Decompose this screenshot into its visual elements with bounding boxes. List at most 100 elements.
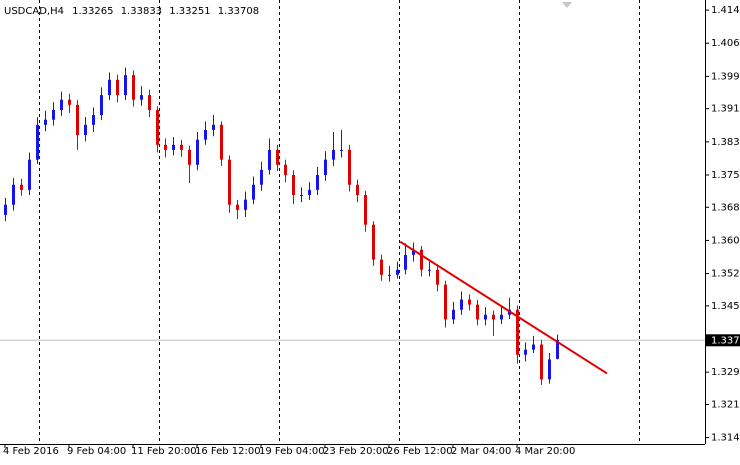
candle-body [356,184,359,195]
candle-body [436,269,439,285]
candle-body [524,349,527,355]
candle-body [500,314,503,320]
x-tick-label: 16 Feb 12:00 [195,446,261,457]
candle-body [220,124,223,160]
candle-body [388,274,391,276]
candle-body [484,314,487,320]
last-price-label: 1.3370 [711,335,740,346]
candle-body [468,299,471,305]
candle-body [364,194,367,225]
candle-body [292,174,295,195]
candle-body [332,149,335,160]
candle-body [180,144,183,150]
y-tick-label: 1.3915 [711,104,740,115]
candle-body [284,164,287,175]
chart-header: USDCAD,H4 1.33265 1.33833 1.33251 1.3370… [4,6,259,17]
candle-body [196,139,199,165]
candle-body [348,149,351,185]
candle-body [340,149,343,151]
candle-body [460,299,463,310]
candle-body [20,184,23,190]
header-close: 1.33708 [218,6,259,17]
candle-body [260,169,263,185]
y-tick-label: 1.4069 [711,38,740,49]
candle-body [108,79,111,96]
candle-body [268,149,271,170]
x-tick-label: 26 Feb 12:00 [387,446,453,457]
candle-body [116,79,119,96]
candle-body [124,75,127,96]
candle-body [300,194,303,196]
y-tick-label: 1.3837 [711,137,740,148]
candle-body [60,99,63,110]
candle-body [100,95,103,116]
candle-body [244,199,247,210]
candle-body [396,269,399,275]
y-tick-label: 1.3683 [711,202,740,213]
candle-body [52,109,55,120]
y-tick-label: 1.3527 [711,269,740,280]
candle-body [36,124,39,160]
candle-body [428,269,431,271]
candle-body [140,95,143,100]
x-tick-label: 19 Feb 04:00 [259,446,325,457]
header-low: 1.33251 [169,6,210,17]
candle-body [276,149,279,165]
candle-body [308,189,311,195]
candle-body [4,204,7,215]
candle-body [204,129,207,140]
shift-marker [562,2,572,8]
candle-body [420,249,423,270]
candle-body [164,144,167,150]
candle-body [228,159,231,205]
candle-body [404,254,407,270]
x-tick-label: 9 Feb 04:00 [67,446,126,457]
candle-body [316,174,319,190]
y-tick-label: 1.3759 [711,170,740,181]
candle-body [556,339,559,359]
y-tick-label: 1.3605 [711,235,740,246]
y-tick-label: 1.3141 [711,433,740,444]
candle-body [92,115,95,125]
x-tick-label: 2 Mar 04:00 [451,446,511,457]
candle-body [412,249,415,255]
x-tick-label: 11 Feb 20:00 [131,446,197,457]
x-tick-label: 23 Feb 20:00 [323,446,389,457]
candle-body [156,109,159,145]
candle-body [444,284,447,320]
header-open: 1.33265 [72,6,113,17]
x-tick-label: 4 Mar 20:00 [515,446,575,457]
y-tick-label: 1.3295 [711,367,740,378]
candle-body [492,314,495,320]
candle-body [84,124,87,136]
candle-body [540,344,543,380]
candle-body [132,75,135,100]
grid [0,0,705,444]
candle-body [68,99,71,105]
candle-body [476,304,479,320]
y-tick-label: 1.4147 [711,5,740,16]
candle-body [212,124,215,130]
candle-body [516,309,519,355]
x-tick-label: 4 Feb 2016 [3,446,59,457]
candle-body [172,144,175,150]
candle-body [252,184,255,200]
candle-body [188,149,191,165]
candle-body [452,309,455,320]
symbol: USDCAD,H4 [4,6,64,17]
candle-body [324,159,327,175]
candle-body [548,359,551,380]
candle-body [76,104,79,136]
plot [4,67,608,385]
candle-body [380,259,383,275]
candle-body [148,95,151,110]
candle-body [44,119,47,125]
candle-body [28,159,31,190]
trendline [399,240,608,375]
candle-body [236,204,239,210]
y-tick-label: 1.3219 [711,399,740,410]
candle-body [532,344,535,350]
